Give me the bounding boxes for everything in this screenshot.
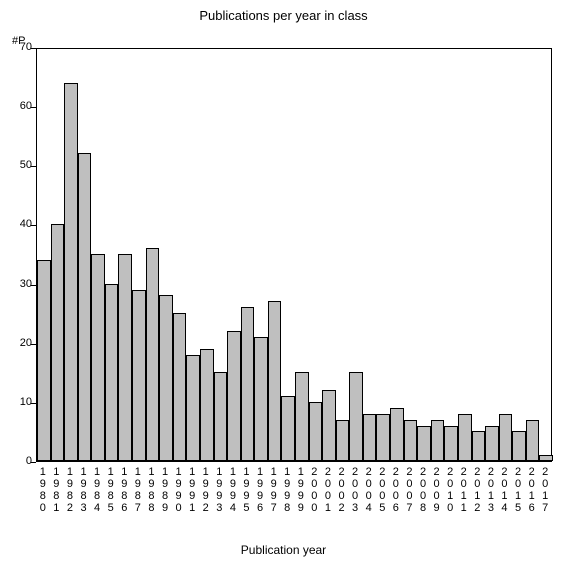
y-tick-label: 50: [12, 159, 32, 171]
x-tick-label: 2 0 1 3: [486, 466, 496, 514]
bar: [390, 408, 404, 461]
y-tick-mark: [31, 462, 36, 463]
bar: [173, 313, 187, 461]
y-tick-label: 60: [12, 100, 32, 112]
chart-title: Publications per year in class: [0, 8, 567, 23]
x-tick-label: 1 9 9 8: [282, 466, 292, 514]
x-tick-label: 2 0 1 4: [499, 466, 509, 514]
y-tick-mark: [31, 403, 36, 404]
bar: [132, 290, 146, 462]
bar: [363, 414, 377, 461]
x-tick-label: 2 0 0 9: [432, 466, 442, 514]
x-tick-label: 1 9 9 4: [228, 466, 238, 514]
x-tick-label: 2 0 0 3: [350, 466, 360, 514]
bar: [472, 431, 486, 461]
bar: [404, 420, 418, 461]
bar: [91, 254, 105, 461]
bar: [322, 390, 336, 461]
bar: [51, 224, 65, 461]
x-tick-label: 2 0 0 5: [377, 466, 387, 514]
x-tick-label: 2 0 1 6: [527, 466, 537, 514]
bar: [227, 331, 241, 461]
x-tick-label: 1 9 8 4: [92, 466, 102, 514]
bar: [105, 284, 119, 461]
x-tick-label: 2 0 0 4: [364, 466, 374, 514]
y-tick-mark: [31, 48, 36, 49]
x-tick-label: 2 0 0 8: [418, 466, 428, 514]
x-tick-label: 1 9 9 1: [187, 466, 197, 514]
y-tick-label: 0: [12, 455, 32, 467]
bar: [349, 372, 363, 461]
bar: [281, 396, 295, 461]
bar: [146, 248, 160, 461]
y-tick-mark: [31, 344, 36, 345]
x-axis-label: Publication year: [0, 543, 567, 557]
bar: [214, 372, 228, 461]
bar: [458, 414, 472, 461]
x-tick-label: 1 9 9 6: [255, 466, 265, 514]
y-tick-label: 30: [12, 278, 32, 290]
bar: [200, 349, 214, 461]
bar: [78, 153, 92, 461]
y-tick-label: 40: [12, 218, 32, 230]
x-tick-label: 2 0 1 2: [472, 466, 482, 514]
bar: [254, 337, 268, 461]
x-tick-label: 2 0 1 5: [513, 466, 523, 514]
bar: [417, 426, 431, 461]
y-tick-label: 70: [12, 41, 32, 53]
x-tick-label: 2 0 1 7: [540, 466, 550, 514]
bar: [526, 420, 540, 461]
bar: [268, 301, 282, 461]
x-tick-label: 2 0 1 0: [445, 466, 455, 514]
bar: [336, 420, 350, 461]
x-tick-label: 1 9 8 5: [106, 466, 116, 514]
y-tick-mark: [31, 225, 36, 226]
bar: [539, 455, 553, 461]
x-tick-label: 1 9 9 2: [201, 466, 211, 514]
x-tick-label: 1 9 9 0: [174, 466, 184, 514]
x-tick-label: 2 0 0 6: [391, 466, 401, 514]
x-tick-label: 2 0 0 0: [309, 466, 319, 514]
x-tick-label: 1 9 8 2: [65, 466, 75, 514]
x-tick-label: 1 9 8 9: [160, 466, 170, 514]
x-tick-label: 2 0 0 7: [404, 466, 414, 514]
bar: [159, 295, 173, 461]
x-tick-label: 1 9 8 1: [51, 466, 61, 514]
bar: [431, 420, 445, 461]
bar: [512, 431, 526, 461]
bar: [444, 426, 458, 461]
y-tick-label: 20: [12, 337, 32, 349]
x-tick-label: 1 9 9 9: [296, 466, 306, 514]
plot-area: [36, 48, 552, 462]
x-tick-label: 1 9 8 3: [79, 466, 89, 514]
chart-container: Publications per year in class #P Public…: [0, 0, 567, 567]
y-tick-mark: [31, 107, 36, 108]
bar: [309, 402, 323, 461]
x-tick-label: 1 9 8 0: [38, 466, 48, 514]
bar: [485, 426, 499, 461]
x-tick-label: 2 0 0 2: [337, 466, 347, 514]
bar: [118, 254, 132, 461]
y-tick-label: 10: [12, 396, 32, 408]
x-tick-label: 1 9 9 5: [241, 466, 251, 514]
bar: [186, 355, 200, 461]
x-tick-label: 1 9 9 3: [214, 466, 224, 514]
y-tick-mark: [31, 285, 36, 286]
bar: [499, 414, 513, 461]
bar: [295, 372, 309, 461]
bar: [64, 83, 78, 462]
x-tick-label: 1 9 8 7: [133, 466, 143, 514]
x-tick-label: 2 0 0 1: [323, 466, 333, 514]
x-tick-label: 1 9 8 6: [119, 466, 129, 514]
x-tick-label: 1 9 8 8: [146, 466, 156, 514]
y-tick-mark: [31, 166, 36, 167]
bar: [241, 307, 255, 461]
bar: [37, 260, 51, 461]
bar: [376, 414, 390, 461]
x-tick-label: 2 0 1 1: [459, 466, 469, 514]
x-tick-label: 1 9 9 7: [269, 466, 279, 514]
